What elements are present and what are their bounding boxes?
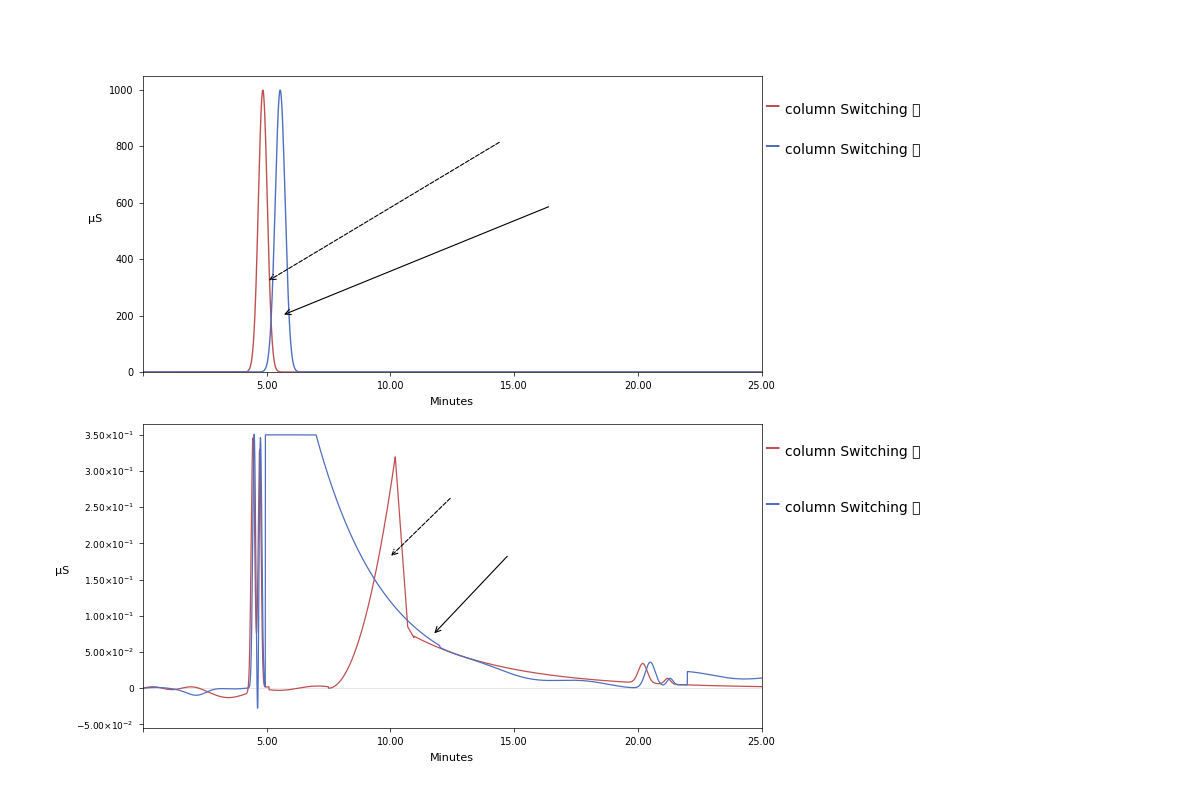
- Text: column Switching 후: column Switching 후: [785, 103, 921, 118]
- Text: —: —: [764, 98, 779, 114]
- Text: —: —: [764, 440, 779, 455]
- Text: column Switching 전: column Switching 전: [785, 501, 921, 515]
- Y-axis label: μS: μS: [88, 214, 102, 224]
- Y-axis label: μS: μS: [56, 566, 70, 576]
- Text: —: —: [764, 138, 779, 154]
- Text: —: —: [764, 496, 779, 511]
- X-axis label: Minutes: Minutes: [431, 397, 474, 406]
- X-axis label: Minutes: Minutes: [431, 753, 474, 762]
- Text: column Switching 후: column Switching 후: [785, 445, 921, 459]
- Text: column Switching 전: column Switching 전: [785, 143, 921, 158]
